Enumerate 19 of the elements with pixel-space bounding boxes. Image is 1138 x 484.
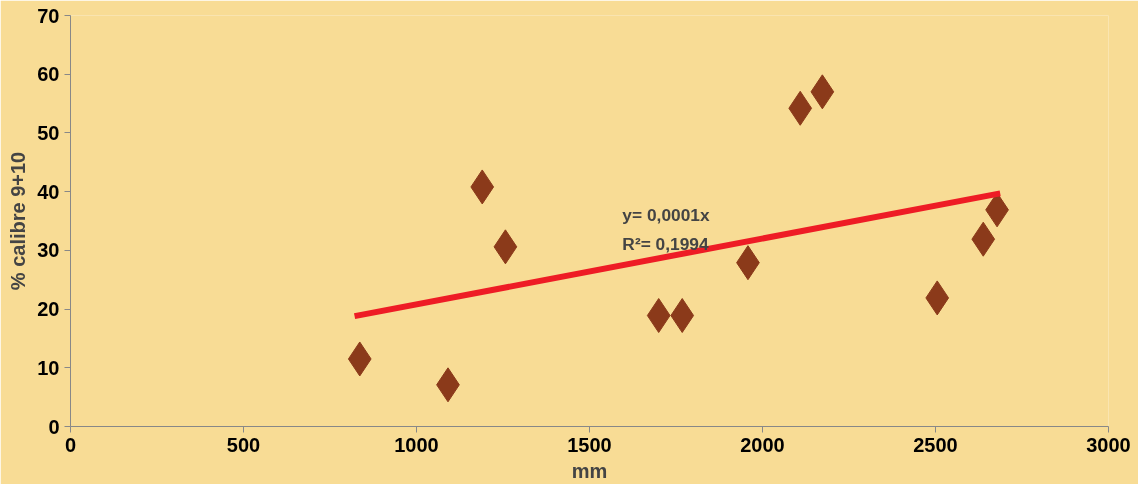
x-tick-label: 500 bbox=[226, 433, 261, 456]
y-axis-title: % calibre 9+10 bbox=[7, 151, 30, 291]
y-tick-label: 10 bbox=[37, 356, 60, 379]
x-tick-label: 1000 bbox=[394, 433, 439, 456]
x-tick-label: 3000 bbox=[1086, 433, 1131, 456]
y-tick-label: 0 bbox=[48, 415, 60, 438]
x-tick-label: 0 bbox=[64, 433, 77, 456]
x-tick-label: 2000 bbox=[740, 433, 785, 456]
annotation: y= 0,0001x bbox=[622, 205, 710, 226]
annotation: R²= 0,1994 bbox=[622, 234, 709, 255]
y-tick-label: 40 bbox=[37, 180, 60, 203]
x-tick-label: 2500 bbox=[913, 433, 958, 456]
y-tick-label: 70 bbox=[37, 4, 60, 27]
y-tick-label: 60 bbox=[37, 63, 60, 86]
y-tick-label: 50 bbox=[37, 121, 60, 144]
x-tick-label: 1500 bbox=[567, 433, 612, 456]
y-tick-label: 20 bbox=[37, 298, 60, 321]
x-axis-title: mm bbox=[571, 459, 608, 482]
y-tick-label: 30 bbox=[37, 239, 60, 262]
